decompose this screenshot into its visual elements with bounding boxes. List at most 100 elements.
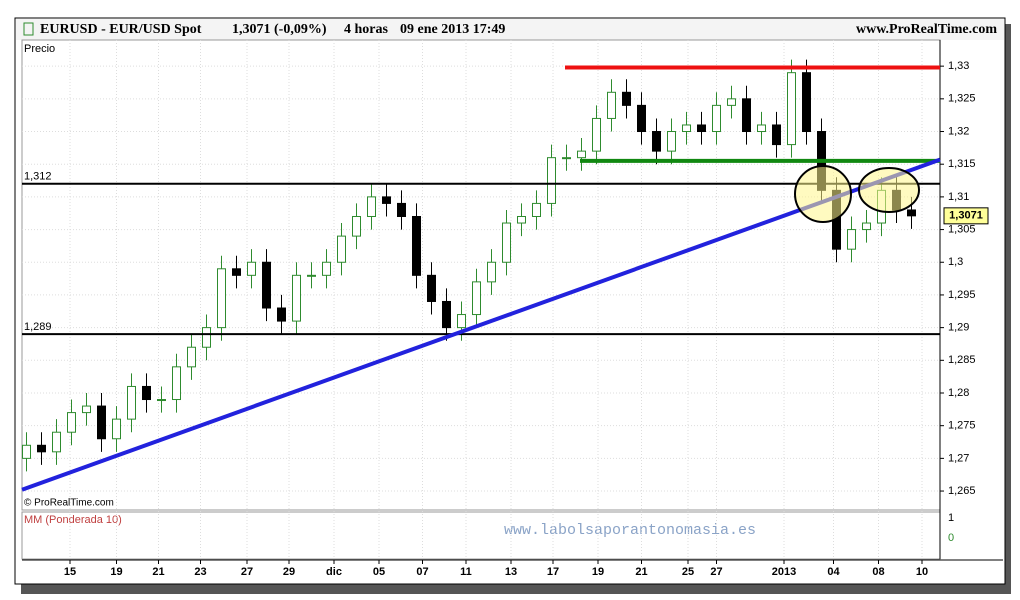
x-tick-label: 08 (872, 566, 884, 578)
y-tick-label: 1,28 (948, 387, 969, 399)
candle-body (67, 412, 76, 433)
candle-body (637, 104, 646, 133)
candle-body (712, 104, 721, 133)
x-tick-label: 27 (710, 566, 722, 578)
candle-body (82, 405, 91, 414)
y-tick-label: 1,32 (948, 125, 969, 137)
chart-subtitle: 1,3071 (-0,09%) (232, 22, 327, 37)
y-tick-label: 1,305 (948, 223, 976, 235)
candle-body (307, 274, 316, 277)
level-label: 1,312 (24, 171, 52, 183)
candle-body (217, 268, 226, 329)
indicator-label: MM (Ponderada 10) (24, 514, 122, 526)
timeframe: 4 horas (344, 22, 389, 37)
candle-body (112, 418, 121, 440)
trend-line (21, 157, 941, 492)
candle-body (262, 261, 271, 309)
candle-body (337, 235, 346, 263)
level-label: 1,289 (24, 321, 52, 333)
y-tick-label: 1,275 (948, 420, 976, 432)
candle-body (742, 98, 751, 133)
highlight-circle (794, 165, 852, 223)
y-tick-label: 1,295 (948, 289, 976, 301)
x-tick-label: 27 (241, 566, 253, 578)
icon (23, 22, 34, 36)
candle-body (187, 346, 196, 368)
candle-body (772, 124, 781, 146)
candle-body (607, 91, 616, 119)
watermark: www.labolsaporantonomasia.es (504, 522, 756, 539)
candle-body (127, 385, 136, 420)
x-tick-label: 19 (592, 566, 604, 578)
panel-label: Precio (24, 43, 55, 55)
candle-body (802, 72, 811, 133)
x-tick-label: 21 (152, 566, 164, 578)
price-axis-area (940, 40, 1003, 559)
x-tick-label: 05 (373, 566, 385, 578)
y-tick-label: 1,3 (948, 256, 963, 268)
y-tick-label: 1,325 (948, 93, 976, 105)
x-tick-label: dic (326, 566, 342, 578)
candle-body (37, 444, 46, 453)
y-tick-label: 1,31 (948, 191, 969, 203)
candle-body (232, 268, 241, 276)
x-tick-label: 13 (505, 566, 517, 578)
y-tick-label: 1,315 (948, 158, 976, 170)
x-tick-label: 29 (283, 566, 295, 578)
candle-body (352, 215, 361, 237)
candle-body (487, 261, 496, 283)
x-tick-label: 11 (460, 566, 472, 578)
candle-body (52, 431, 61, 453)
indicator-tick-label: 0 (948, 532, 954, 544)
candle-body (577, 150, 586, 159)
candle-body (157, 399, 166, 402)
candle-body (172, 366, 181, 401)
last-price-tag (943, 207, 989, 225)
chart-title: EURUSD - EUR/USD Spot (40, 22, 202, 37)
x-tick-label: 04 (827, 566, 840, 578)
source: www.ProRealTime.com (856, 22, 997, 37)
candle-body (427, 274, 436, 302)
candle-body (727, 98, 736, 106)
candle-body (847, 229, 856, 250)
y-tick-label: 1,33 (948, 60, 969, 72)
candle-body (412, 215, 421, 276)
candle-body (592, 117, 601, 152)
candle-body (397, 202, 406, 217)
candle-body (97, 405, 106, 440)
x-tick-label: 23 (194, 566, 206, 578)
candle-body (292, 274, 301, 322)
candle-body (22, 444, 31, 459)
x-tick-label: 15 (64, 566, 76, 578)
candle-body (322, 261, 331, 276)
candle-body (757, 124, 766, 133)
candle-body (457, 314, 466, 329)
x-tick-label: 21 (635, 566, 647, 578)
candle-body (442, 300, 451, 329)
candle-body (472, 281, 481, 316)
x-tick-label: 25 (682, 566, 694, 578)
candle-body (532, 202, 541, 217)
x-tick-label: 10 (916, 566, 928, 578)
candle-body (622, 91, 631, 106)
y-tick-label: 1,265 (948, 485, 976, 497)
candle-body (367, 196, 376, 217)
candle-body (547, 157, 556, 204)
candle-body (907, 209, 916, 217)
x-tick-label: 2013 (772, 566, 796, 578)
candle-body (277, 307, 286, 322)
indicator-panel (21, 511, 941, 560)
x-tick-label: 17 (547, 566, 559, 578)
date: 09 ene 2013 17:49 (400, 22, 505, 37)
candle-body (652, 131, 661, 152)
y-tick-label: 1,285 (948, 354, 976, 366)
y-tick-label: 1,29 (948, 322, 969, 334)
candle-body (667, 131, 676, 152)
highlight-circle (858, 167, 920, 213)
candle-body (202, 327, 211, 348)
x-tick-label: 07 (416, 566, 428, 578)
copyright: © ProRealTime.com (24, 498, 114, 509)
candle-body (562, 157, 571, 160)
y-tick-label: 1,27 (948, 452, 969, 464)
